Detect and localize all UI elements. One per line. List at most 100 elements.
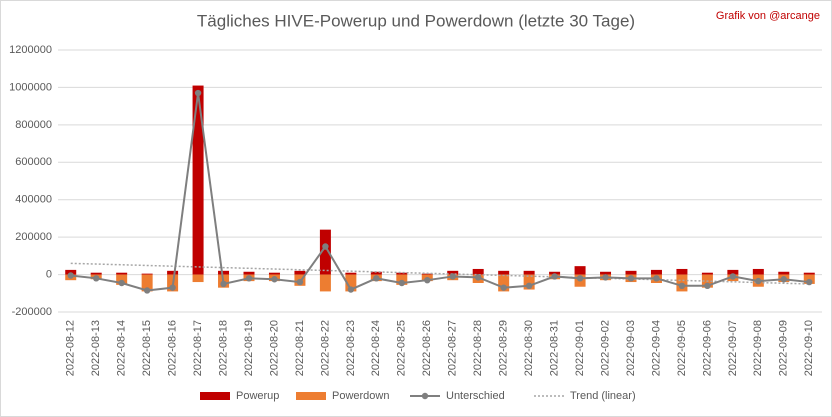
y-tick-label: 1000000 (9, 81, 52, 93)
legend-swatch (296, 392, 326, 400)
diff-point (576, 275, 584, 282)
bar (167, 270, 179, 275)
bar (523, 274, 535, 290)
x-tick-label: 2022-08-14 (116, 320, 128, 376)
bar (319, 274, 331, 292)
chart-title: Tägliches HIVE-Powerup und Powerdown (le… (197, 11, 635, 30)
legend-label: Powerup (236, 390, 279, 402)
y-tick-label: 600000 (15, 156, 52, 168)
bar (574, 266, 586, 275)
diff-point (194, 89, 202, 97)
bar (396, 272, 408, 275)
bar (421, 273, 433, 275)
bar (116, 274, 128, 285)
bar (294, 270, 306, 275)
bar (752, 268, 764, 275)
bar (600, 271, 612, 275)
x-tick-label: 2022-08-29 (498, 320, 510, 376)
x-tick-label: 2022-09-02 (599, 320, 611, 376)
diff-point (245, 275, 253, 282)
diff-point (525, 282, 533, 289)
x-tick-label: 2022-08-18 (217, 320, 229, 376)
bar (65, 269, 77, 275)
bar (243, 271, 255, 275)
diff-point (755, 277, 762, 285)
diff-point (449, 273, 456, 280)
y-tick-label: 400000 (15, 194, 52, 206)
bar (141, 274, 153, 292)
x-tick-label: 2022-09-04 (650, 320, 662, 376)
diff-point (398, 279, 405, 287)
diff-point (67, 272, 74, 279)
diff-point (220, 280, 227, 288)
bar (549, 271, 561, 275)
x-tick-label: 2022-09-08 (752, 320, 764, 376)
diff-point (678, 282, 686, 289)
x-tick-label: 2022-08-15 (141, 320, 153, 376)
diff-point (296, 278, 304, 286)
bar (523, 270, 535, 275)
bar (472, 268, 484, 275)
diff-point (653, 275, 660, 282)
bar (625, 270, 637, 275)
x-tick-label: 2022-09-03 (625, 320, 637, 376)
diff-point (627, 275, 635, 282)
bar (803, 272, 815, 275)
x-tick-label: 2022-08-30 (523, 320, 535, 376)
legend-swatch (421, 392, 429, 400)
x-tick-label: 2022-08-24 (370, 320, 382, 376)
bar (370, 271, 382, 275)
diff-point (143, 287, 151, 294)
x-tick-label: 2022-08-19 (243, 320, 255, 376)
x-tick-label: 2022-09-06 (701, 320, 713, 376)
diff-point (93, 275, 100, 282)
bar (447, 270, 459, 275)
bar (192, 274, 204, 283)
bar (116, 272, 128, 275)
diff-point (424, 276, 431, 284)
x-tick-label: 2022-08-28 (472, 320, 484, 376)
diff-point (780, 276, 787, 283)
legend-swatch (200, 392, 230, 400)
x-tick-label: 2022-08-27 (447, 320, 459, 376)
y-tick-label: 800000 (15, 119, 52, 131)
diff-point (347, 286, 355, 293)
x-tick-label: 2022-09-09 (778, 320, 790, 376)
bar (268, 272, 280, 275)
bar (90, 272, 102, 275)
x-tick-label: 2022-08-12 (65, 320, 77, 376)
bar (345, 272, 357, 275)
bar (218, 270, 230, 275)
legend-label: Powerdown (332, 390, 389, 402)
diff-point (500, 284, 507, 291)
diff-line (70, 92, 810, 292)
diff-point (373, 275, 380, 282)
x-tick-label: 2022-08-23 (345, 320, 357, 376)
x-tick-label: 2022-09-01 (574, 320, 586, 376)
y-tick-label: 0 (46, 268, 52, 280)
diff-point (551, 273, 558, 280)
bar (701, 272, 713, 275)
legend-label: Trend (linear) (570, 390, 636, 402)
bar (498, 270, 510, 275)
bar (498, 274, 510, 292)
x-tick-label: 2022-08-26 (421, 320, 433, 376)
diff-point (475, 274, 482, 281)
bar (345, 274, 357, 292)
bar (727, 269, 739, 275)
y-tick-label: 1200000 (9, 44, 52, 56)
y-tick-label: -200000 (12, 306, 52, 318)
y-tick-label: 200000 (15, 231, 52, 243)
x-tick-label: 2022-09-07 (727, 320, 739, 376)
diff-point (602, 274, 609, 281)
x-tick-label: 2022-08-13 (90, 320, 102, 376)
x-tick-label: 2022-08-17 (192, 320, 204, 376)
x-tick-label: 2022-09-10 (803, 320, 815, 376)
x-tick-label: 2022-08-21 (294, 320, 306, 376)
bar (676, 268, 688, 275)
diff-point (806, 278, 813, 286)
credit: Grafik von @arcange (716, 10, 820, 22)
bar (396, 274, 408, 285)
